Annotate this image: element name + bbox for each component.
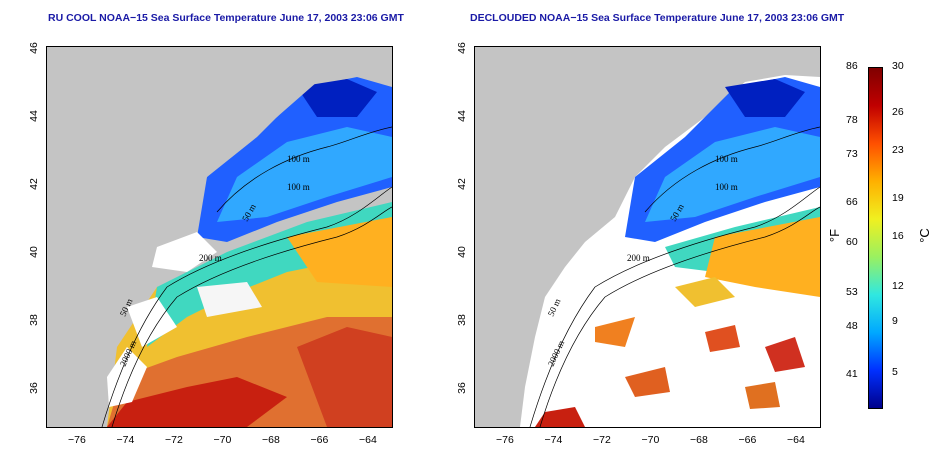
x-tick-label: −68 [262,434,280,446]
fahrenheit-tick: 78 [846,114,858,126]
contour-label: 200 m [627,253,650,263]
y-tick-label: 38 [27,314,40,326]
x-tick-label: −66 [738,434,757,446]
celsius-unit-label: °C [916,228,932,243]
celsius-tick: 26 [892,106,904,118]
fahrenheit-unit-label: °F [827,228,843,243]
y-tick-label: 46 [455,42,468,54]
celsius-tick: 19 [892,192,904,204]
celsius-tick: 16 [892,230,904,242]
fahrenheit-tick: 86 [846,60,858,72]
celsius-tick: 30 [892,60,904,72]
right-panel-title: DECLOUDED NOAA−15 Sea Surface Temperatur… [470,12,845,24]
x-tick-label: −76 [68,434,86,446]
y-tick-label: 36 [455,382,468,394]
x-tick-label: −70 [213,434,232,446]
celsius-tick: 12 [892,280,904,292]
y-tick-label: 44 [27,110,40,122]
contour-label: 200 m [199,253,222,263]
fahrenheit-tick: 48 [846,320,858,332]
fahrenheit-tick: 66 [846,196,858,208]
x-tick-label: −66 [310,434,329,446]
celsius-tick: 5 [892,366,898,378]
x-tick-label: −76 [496,434,514,446]
right-sst-map: 100 m 100 m 50 m 200 m 50 m 2000 m [474,46,821,428]
contour-label: 100 m [287,154,310,164]
celsius-tick: 9 [892,315,898,327]
y-tick-label: 46 [27,42,40,54]
x-tick-label: −70 [641,434,660,446]
y-tick-label: 40 [27,246,40,258]
x-tick-label: −68 [690,434,708,446]
y-tick-label: 42 [27,178,40,190]
fahrenheit-tick: 53 [846,286,858,298]
fahrenheit-tick: 60 [846,236,858,248]
temperature-colorbar [868,67,883,409]
celsius-tick: 23 [892,144,904,156]
contour-label: 100 m [715,154,738,164]
left-sst-map: 100 m 100 m 50 m 200 m 50 m 2000 m [46,46,393,428]
x-tick-label: −74 [544,434,563,446]
x-tick-label: −72 [593,434,611,446]
x-tick-label: −64 [359,434,377,446]
contour-label: 100 m [287,182,310,192]
y-tick-label: 38 [455,314,468,326]
y-tick-label: 36 [27,382,40,394]
x-tick-label: −64 [787,434,805,446]
y-tick-label: 40 [455,246,468,258]
contour-label: 100 m [715,182,738,192]
y-tick-label: 44 [455,110,468,122]
x-tick-label: −74 [116,434,135,446]
y-tick-label: 42 [455,178,468,190]
fahrenheit-tick: 73 [846,148,858,160]
left-panel-title: RU COOL NOAA−15 Sea Surface Temperature … [48,12,404,24]
fahrenheit-tick: 41 [846,368,858,380]
x-tick-label: −72 [165,434,183,446]
